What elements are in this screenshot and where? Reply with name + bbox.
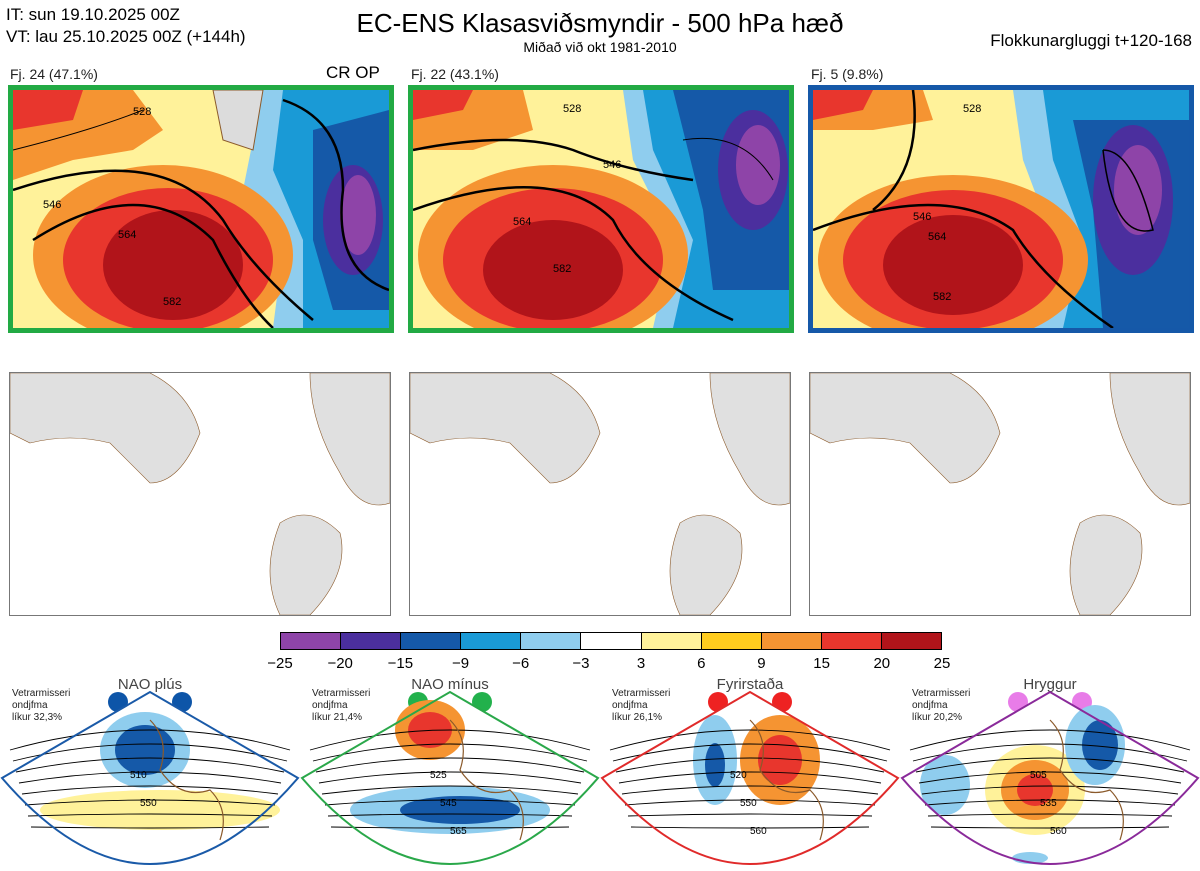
- colorbar-swatch: [701, 633, 762, 649]
- cluster-3-label: Fj. 5 (9.8%): [811, 66, 884, 82]
- colorbar-tick-label: −3: [572, 655, 590, 672]
- regime-contour-label: 505: [1030, 770, 1047, 781]
- cluster-3-anomaly-map: [809, 372, 1191, 616]
- colorbar-swatch: [881, 633, 942, 649]
- regime-info-line: ondjfma: [612, 700, 648, 711]
- colorbar-tick-label: 3: [636, 655, 646, 672]
- cluster-2-label: Fj. 22 (43.1%): [411, 66, 499, 82]
- regime-info-line: líkur 32,3%: [12, 712, 63, 723]
- cluster-1-tag: CR OP: [326, 63, 380, 82]
- regime-info-line: Vetrarmisseri: [12, 688, 71, 699]
- colorbar-tick-label: −20: [327, 655, 353, 672]
- colorbar-swatch: [281, 633, 342, 649]
- regime-contour-label: 560: [1050, 826, 1067, 837]
- colorbar-tick-label: −6: [512, 655, 530, 672]
- regime-info: Vetrarmisseri ondjfma líkur 20,2%: [912, 688, 970, 724]
- cluster-1-map[interactable]: 528 546 564 582: [8, 85, 394, 333]
- regime-info: Vetrarmisseri ondjfma líkur 21,4%: [312, 688, 370, 724]
- run-info: IT: sun 19.10.2025 00Z VT: lau 25.10.202…: [6, 4, 246, 48]
- regime-info-line: líkur 26,1%: [612, 712, 663, 723]
- contour-label: 582: [163, 296, 181, 308]
- regime-info-line: ondjfma: [912, 700, 948, 711]
- colorbar-tick-label: 25: [933, 655, 951, 672]
- cluster-2-anomaly-map: [409, 372, 791, 616]
- regime-info-line: líkur 20,2%: [912, 712, 963, 723]
- regime-map[interactable]: 525 545 565: [300, 690, 600, 870]
- regime-info: Vetrarmisseri ondjfma líkur 32,3%: [12, 688, 70, 724]
- regime-info-line: Vetrarmisseri: [312, 688, 371, 699]
- contour-label: 582: [933, 291, 951, 303]
- regime-contour-label: 535: [1040, 798, 1057, 809]
- colorbar-swatch: [521, 633, 582, 649]
- regime-title: Fyrirstaða: [716, 676, 784, 693]
- regime-map[interactable]: 510 550: [0, 690, 300, 870]
- regime-contour-label: 550: [740, 798, 757, 809]
- colorbar-tick-label: −15: [387, 655, 414, 672]
- contour-label: 528: [963, 103, 981, 115]
- regime-title: NAO plús: [117, 676, 183, 693]
- colorbar-tick-label: 20: [873, 655, 891, 672]
- classification-window: Flokkunargluggi t+120-168: [990, 31, 1192, 50]
- contour-label: 546: [603, 159, 621, 171]
- colorbar-swatch: [641, 633, 702, 649]
- contour-label: 528: [563, 103, 581, 115]
- colorbar-swatch: [761, 633, 822, 649]
- regime-info: Vetrarmisseri ondjfma líkur 26,1%: [612, 688, 670, 724]
- regime-info-line: ondjfma: [312, 700, 348, 711]
- colorbar-tick-label: 6: [697, 655, 706, 672]
- colorbar-tick-label: 9: [757, 655, 766, 672]
- contour-label: 564: [118, 229, 136, 241]
- regime-contour-label: 525: [430, 770, 447, 781]
- page-title: EC-ENS Klasasviðsmyndir - 500 hPa hæð: [356, 8, 844, 38]
- colorbar-tick-label: −25: [267, 655, 293, 672]
- contour-label: 546: [913, 211, 931, 223]
- colorbar-tick-label: −9: [451, 655, 470, 672]
- regime-info-line: Vetrarmisseri: [912, 688, 971, 699]
- contour-label: 546: [43, 199, 61, 211]
- regime-info-line: líkur 21,4%: [312, 712, 363, 723]
- regime-contour-label: 565: [450, 826, 467, 837]
- colorbar-swatch: [581, 633, 642, 649]
- regime-map[interactable]: 505 535 560: [900, 690, 1200, 870]
- regime-info-line: Vetrarmisseri: [612, 688, 671, 699]
- cluster-1-anomaly-map: [9, 372, 391, 616]
- valid-time: VT: lau 25.10.2025 00Z (+144h): [6, 27, 246, 46]
- regime-title: NAO mínus: [411, 676, 489, 693]
- regime-contour-label: 545: [440, 798, 457, 809]
- colorbar-swatch: [401, 633, 462, 649]
- colorbar: [280, 632, 942, 650]
- page-subtitle: Miðað við okt 1981-2010: [523, 39, 677, 55]
- cluster-3-map[interactable]: 528 546 564 582: [808, 85, 1194, 333]
- cluster-1-label: Fj. 24 (47.1%): [10, 66, 98, 82]
- regime-contour-label: 510: [130, 770, 147, 781]
- regime-info-line: ondjfma: [12, 700, 48, 711]
- contour-label: 582: [553, 263, 571, 275]
- contour-label: 528: [133, 106, 151, 118]
- regime-contour-label: 520: [730, 770, 747, 781]
- colorbar-swatch: [341, 633, 402, 649]
- regime-map[interactable]: 520 550 560: [600, 690, 900, 870]
- regime-contour-label: 560: [750, 826, 767, 837]
- regime-title: Hryggur: [1023, 676, 1077, 693]
- contour-label: 564: [928, 231, 946, 243]
- colorbar-swatch: [461, 633, 522, 649]
- colorbar-tick-label: 15: [813, 655, 830, 672]
- initial-time: IT: sun 19.10.2025 00Z: [6, 5, 180, 24]
- regime-contour-label: 550: [140, 798, 157, 809]
- cluster-2-map[interactable]: 528 546 564 582: [408, 85, 794, 333]
- colorbar-swatch: [821, 633, 882, 649]
- contour-label: 564: [513, 216, 531, 228]
